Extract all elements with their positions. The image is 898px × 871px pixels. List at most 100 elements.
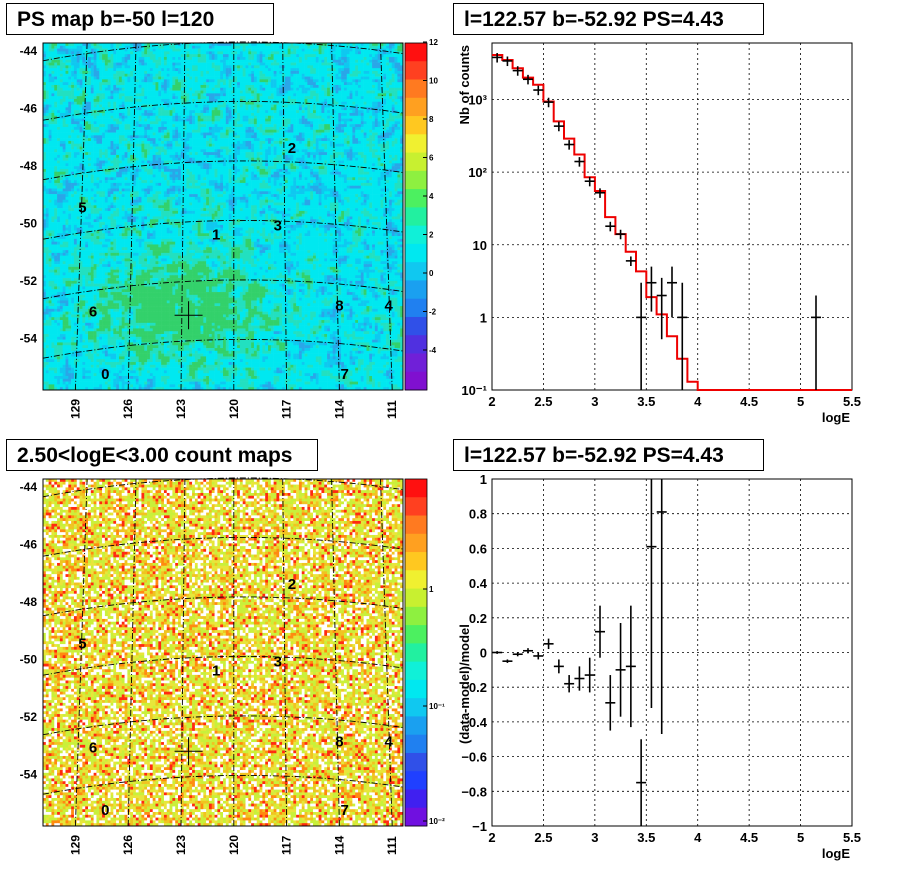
map-cell [319,54,322,57]
map-cell [366,138,369,141]
map-cell [327,144,330,147]
map-cell [108,110,111,113]
map-cell [279,135,282,138]
map-cell [203,57,206,60]
map-cell [201,96,204,99]
map-cell [63,68,66,71]
map-cell [240,93,243,96]
map-cell [96,65,99,68]
map-cell [71,65,74,68]
map-cell [66,138,69,141]
map-cell [285,68,288,71]
map-cell [369,60,372,63]
map-cell [161,91,164,94]
map-cell [226,65,229,68]
map-cell [167,60,170,63]
map-cell [276,138,279,141]
map-cell [223,77,226,80]
map-cell [386,135,389,138]
map-cell [217,60,220,63]
map-cell [125,88,128,91]
map-cell [262,54,265,57]
map-cell [192,113,195,116]
map-cell [186,107,189,110]
map-cell [60,107,63,110]
map-cell [63,71,66,74]
map-cell [68,74,71,77]
map-cell [198,133,201,136]
map-cell [203,102,206,105]
map-cell [144,82,147,85]
map-cell [94,141,97,144]
map-cell [74,124,77,127]
map-cell [341,71,344,74]
map-cell [296,91,299,94]
map-cell [338,102,341,105]
map-cell [94,147,97,150]
map-cell [125,79,128,82]
map-cell [125,91,128,94]
map-cell [85,93,88,96]
map-cell [215,116,218,119]
map-cell [108,82,111,85]
map-cell [285,85,288,88]
map-cell [68,127,71,130]
map-cell [234,116,237,119]
map-cell [178,88,181,91]
map-cell [203,46,206,49]
map-cell [161,116,164,119]
map-cell [105,144,108,147]
map-cell [49,127,52,130]
map-cell [71,74,74,77]
map-cell [113,51,116,54]
map-cell [108,105,111,108]
map-cell [127,102,130,105]
map-cell [243,116,246,119]
map-cell [324,144,327,147]
map-cell [246,133,249,136]
map-cell [54,144,57,147]
map-cell [375,127,378,130]
map-cell [215,49,218,52]
map-cell [386,96,389,99]
map-cell [108,71,111,74]
map-cell [54,135,57,138]
map-cell [88,74,91,77]
map-cell [85,141,88,144]
map-cell [392,107,395,110]
map-cell [355,138,358,141]
map-cell [302,96,305,99]
map-cell [116,91,119,94]
map-cell [170,130,173,133]
map-cell [206,110,209,113]
map-cell [46,88,49,91]
map-cell [310,54,313,57]
map-cell [265,77,268,80]
map-cell [296,96,299,99]
map-cell [319,65,322,68]
map-cell [276,119,279,122]
map-cell [158,107,161,110]
map-cell [136,96,139,99]
map-cell [305,46,308,49]
map-cell [262,130,265,133]
map-cell [229,102,232,105]
map-cell [51,65,54,68]
map-cell [369,74,372,77]
map-cell [186,130,189,133]
map-cell [316,65,319,68]
map-cell [68,105,71,108]
map-cell [327,51,330,54]
map-cell [186,113,189,116]
map-cell [265,88,268,91]
map-cell [347,96,350,99]
map-cell [364,105,367,108]
map-cell [192,121,195,124]
map-cell [338,121,341,124]
map-cell [321,147,324,150]
map-cell [105,54,108,57]
map-cell [352,51,355,54]
map-cell [113,91,116,94]
map-cell [251,49,254,52]
map-cell [310,147,313,150]
